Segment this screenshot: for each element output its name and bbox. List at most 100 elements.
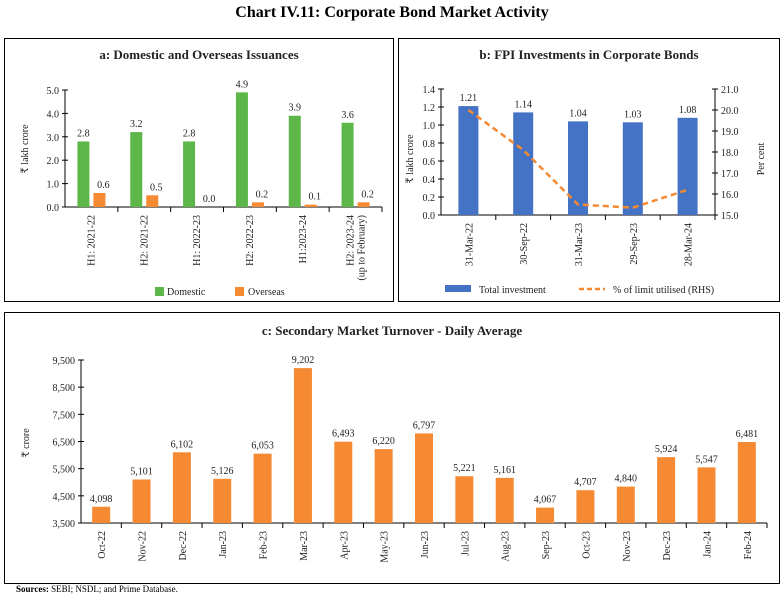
x-tick-label: Apr-23	[339, 531, 350, 560]
x-tick-label: H1:2023-24	[298, 215, 309, 263]
data-label: 5,101	[130, 467, 153, 478]
data-label: 2.8	[77, 128, 90, 139]
data-label: 1.03	[624, 109, 642, 120]
sources-text: SEBI; NSDL; and Prime Database.	[51, 584, 178, 594]
data-label: 4,067	[534, 495, 557, 506]
bar-turnover	[737, 442, 756, 523]
data-label: 0.5	[150, 182, 163, 193]
legend-swatch-total-investment	[445, 285, 471, 292]
bar-domestic	[183, 141, 196, 207]
legend-label-domestic: Domestic	[167, 287, 206, 298]
data-label: 6,102	[171, 439, 194, 450]
line-limit-utilised	[467, 108, 688, 209]
panel-b-y2-axis-tick: 20.0	[721, 106, 739, 117]
data-label: 4,098	[90, 494, 113, 505]
data-label: 6,797	[413, 420, 436, 431]
data-label: 3.2	[130, 119, 143, 130]
bar-domestic	[341, 122, 354, 207]
bar-turnover	[253, 453, 272, 523]
bar-turnover	[334, 441, 353, 523]
panel-b-y2-axis-tick: 18.0	[721, 148, 739, 159]
x-tick-label: Jul-23	[460, 531, 471, 556]
panel-c: c: Secondary Market Turnover - Daily Ave…	[4, 312, 780, 584]
panel-b-title: b: FPI Investments in Corporate Bonds	[479, 47, 698, 62]
legend-swatch-domestic	[155, 287, 164, 296]
x-tick-label: (up to February)	[357, 215, 368, 281]
panel-b-y-axis-tick: 1.0	[423, 121, 436, 132]
data-label: 3.6	[341, 110, 354, 121]
bar-overseas	[146, 195, 159, 207]
panel-b-y-axis-tick: 1.2	[423, 103, 436, 114]
panel-a-chart: a: Domestic and Overseas Issuances 0.0 1.0…	[20, 47, 383, 298]
x-tick-label: Oct-22	[97, 531, 108, 559]
data-label: 0.2	[256, 189, 269, 200]
panel-a-title: a: Domestic and Overseas Issuances	[99, 47, 298, 62]
panel-b-y-axis-tick: 1.4	[423, 85, 436, 96]
bar-total-investment	[568, 121, 588, 215]
x-tick-label: 28-Mar-24	[684, 223, 695, 266]
x-tick-label: Jun-23	[420, 531, 431, 558]
panel-a-y-axis-tick: 2.0	[47, 156, 60, 167]
data-label: 6,220	[372, 436, 395, 447]
data-label: 2.8	[183, 128, 196, 139]
bar-domestic	[235, 92, 248, 207]
panel-c-y-axis-tick: 4,500	[53, 492, 76, 503]
bar-domestic	[77, 141, 90, 207]
x-tick-label: Aug-23	[501, 531, 512, 562]
data-label: 6,493	[332, 429, 355, 440]
panel-b: b: FPI Investments in Corporate Bonds 0.0…	[398, 38, 780, 302]
x-tick-label: Feb-23	[259, 531, 270, 559]
data-label: 5,161	[493, 465, 516, 476]
bar-turnover	[92, 506, 111, 523]
data-label: 4.9	[236, 79, 249, 90]
x-tick-label: Feb-24	[743, 531, 754, 559]
bar-turnover	[536, 507, 555, 523]
panel-b-y-axis-tick: 0.2	[423, 193, 436, 204]
panel-a-y-axis-tick: 5.0	[47, 86, 60, 97]
data-label: 0.1	[309, 192, 322, 203]
panel-a-y-label: ₹ lakh crore	[20, 124, 31, 174]
legend-swatch-overseas	[235, 287, 244, 296]
data-label: 9,202	[292, 355, 315, 366]
data-label: 0.0	[203, 194, 216, 205]
x-tick-label: H2: 2023-24	[346, 215, 357, 266]
panel-b-y-axis-tick: 0.6	[423, 157, 436, 168]
bar-total-investment	[513, 112, 534, 215]
panel-b-y-axis-tick: 0.8	[423, 139, 436, 150]
bar-domestic	[130, 132, 143, 207]
panel-b-y2-axis-tick: 21.0	[721, 85, 739, 96]
bar-turnover	[576, 490, 595, 523]
x-tick-label: Mar-23	[299, 531, 310, 561]
bar-turnover	[172, 452, 191, 523]
bar-total-investment	[458, 106, 479, 215]
x-tick-label: Jan-23	[218, 531, 229, 558]
x-tick-label: Sep-23	[541, 531, 552, 559]
bar-overseas	[251, 202, 264, 207]
sources-label: Sources:	[16, 584, 49, 594]
panel-b-y2-axis-tick: 17.0	[721, 169, 739, 180]
x-tick-label: Nov-23	[622, 531, 633, 562]
panel-a-y-axis-tick: 4.0	[47, 109, 60, 120]
bar-turnover	[293, 368, 312, 523]
bar-turnover	[455, 476, 474, 523]
data-label: 1.14	[514, 99, 532, 110]
bar-overseas	[304, 204, 317, 207]
bar-total-investment	[677, 117, 698, 215]
x-tick-label: H1: 2022-23	[192, 215, 203, 266]
panel-a-y-axis-tick: 0.0	[47, 203, 60, 214]
bar-turnover	[495, 477, 514, 523]
bar-turnover	[657, 457, 676, 523]
x-tick-label: H2: 2022-23	[245, 215, 256, 266]
panel-b-y-axis-tick: 0.4	[423, 175, 436, 186]
panel-c-y-axis-tick: 8,500	[53, 383, 76, 394]
panel-a-y-axis-tick: 3.0	[47, 133, 60, 144]
sources: Sources: SEBI; NSDL; and Prime Database.	[16, 584, 178, 594]
panel-b-y-label: ₹ lakh crore	[405, 134, 416, 184]
x-tick-label: 31-Mar-22	[464, 223, 475, 266]
x-tick-label: May-23	[380, 531, 391, 563]
data-label: 6,053	[251, 441, 274, 452]
panel-b-y-axis-tick: 0.0	[423, 211, 436, 222]
data-label: 5,221	[453, 463, 476, 474]
panel-c-y-axis-tick: 7,500	[53, 410, 76, 421]
panel-c-y-axis-tick: 9,500	[53, 356, 76, 367]
